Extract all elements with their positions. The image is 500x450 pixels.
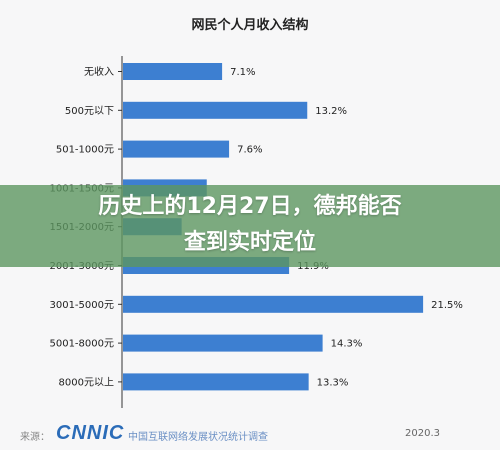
category-label: 501-1000元 (56, 145, 114, 156)
bar (123, 373, 309, 391)
chart-footer: 来源： CNNIC 中国互联网络发展状况统计调查 2020.3 (0, 420, 500, 450)
source-organization: 中国互联网络发展状况统计调查 (128, 432, 268, 443)
category-label: 3001-5000元 (49, 300, 114, 311)
bar (123, 334, 323, 352)
bar (123, 101, 308, 119)
headline-line-2: 查到实时定位 (183, 230, 316, 255)
value-label: 7.1% (230, 67, 255, 78)
cnnic-logo: CNNIC (56, 422, 125, 444)
category-label: 无收入 (84, 65, 114, 78)
bar (123, 295, 424, 313)
bar (123, 63, 223, 80)
category-label: 8000元以上 (59, 376, 114, 388)
value-label: 13.2% (315, 106, 347, 117)
value-label: 7.6% (237, 145, 262, 156)
source-label: 来源： (20, 432, 50, 443)
headline-overlay (0, 185, 500, 267)
headline-line-1: 历史上的12月27日，德邦能否 (98, 194, 402, 219)
category-label: 5001-8000元 (49, 339, 114, 350)
date-label: 2020.3 (405, 428, 440, 439)
category-label: 500元以下 (65, 106, 114, 117)
value-label: 13.3% (317, 377, 349, 388)
bar (123, 140, 230, 158)
value-label: 21.5% (431, 300, 463, 311)
chart-title: 网民个人月收入结构 (191, 18, 309, 33)
value-label: 14.3% (331, 339, 363, 350)
